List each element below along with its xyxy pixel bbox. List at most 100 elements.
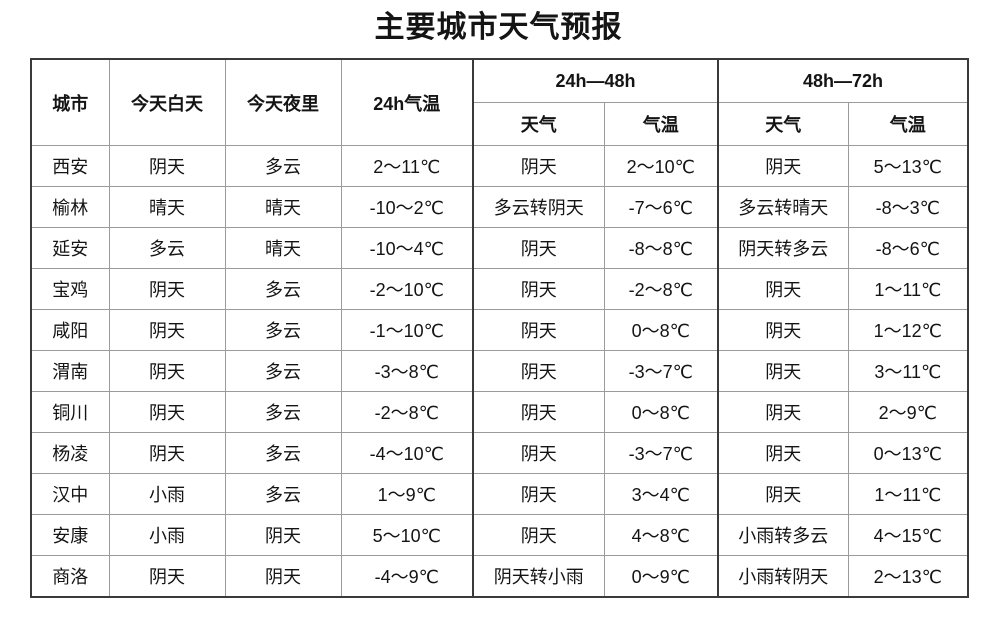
cell-weather-24-48: 阴天 <box>472 309 605 351</box>
cell-city: 杨凌 <box>31 432 110 474</box>
cell-temp-24h: 5～10℃ <box>340 514 474 556</box>
cell-city: 商洛 <box>31 555 110 597</box>
cell-today-night: 多云 <box>224 473 342 515</box>
cell-today-night: 多云 <box>224 432 342 474</box>
weather-forecast-table: 城市 今天白天 今天夜里 24h气温 24h—48h 48h—72h 天气 气温… <box>30 58 970 598</box>
table-row: 宝鸡 阴天 多云 -2～10℃ 阴天 -2～8℃ 阴天 1～11℃ <box>31 268 969 310</box>
column-header-temp-24h: 24h气温 <box>340 59 474 146</box>
cell-today-day: 阴天 <box>108 350 226 392</box>
cell-temp-24-48: 0～9℃ <box>603 555 719 597</box>
cell-weather-24-48: 阴天 <box>472 432 605 474</box>
cell-today-day: 阴天 <box>108 309 226 351</box>
cell-weather-48-72: 阴天 <box>717 145 849 187</box>
table-row: 安康 小雨 阴天 5～10℃ 阴天 4～8℃ 小雨转多云 4～15℃ <box>31 514 969 556</box>
column-group-header-48-72: 48h—72h <box>717 59 969 103</box>
cell-weather-24-48: 阴天 <box>472 268 605 310</box>
cell-temp-24-48: 4～8℃ <box>603 514 719 556</box>
cell-city: 安康 <box>31 514 110 556</box>
table-row: 延安 多云 晴天 -10～4℃ 阴天 -8～8℃ 阴天转多云 -8～6℃ <box>31 227 969 269</box>
cell-temp-48-72: 1～11℃ <box>847 473 969 515</box>
cell-weather-24-48: 阴天转小雨 <box>472 555 605 597</box>
cell-temp-24h: -4～10℃ <box>340 432 474 474</box>
cell-weather-24-48: 多云转阴天 <box>472 186 605 228</box>
cell-city: 延安 <box>31 227 110 269</box>
table-row: 西安 阴天 多云 2～11℃ 阴天 2～10℃ 阴天 5～13℃ <box>31 145 969 187</box>
cell-weather-48-72: 阴天 <box>717 473 849 515</box>
table-body: 西安 阴天 多云 2～11℃ 阴天 2～10℃ 阴天 5～13℃ 榆林 晴天 晴天 -10～2℃ 多云转… <box>31 145 969 597</box>
cell-weather-24-48: 阴天 <box>472 145 605 187</box>
cell-today-night: 晴天 <box>224 227 342 269</box>
cell-city: 宝鸡 <box>31 268 110 310</box>
cell-temp-24h: 1～9℃ <box>340 473 474 515</box>
cell-temp-24-48: 0～8℃ <box>603 309 719 351</box>
cell-temp-24-48: 3～4℃ <box>603 473 719 515</box>
cell-weather-24-48: 阴天 <box>472 350 605 392</box>
cell-temp-24-48: -2～8℃ <box>603 268 719 310</box>
cell-temp-24-48: 0～8℃ <box>603 391 719 433</box>
cell-today-night: 多云 <box>224 309 342 351</box>
cell-city: 西安 <box>31 145 110 187</box>
cell-weather-48-72: 阴天 <box>717 391 849 433</box>
cell-temp-24-48: -3～7℃ <box>603 350 719 392</box>
page-title: 主要城市天气预报 <box>374 11 623 44</box>
cell-today-day: 阴天 <box>108 268 226 310</box>
cell-temp-24h: -1～10℃ <box>340 309 474 351</box>
cell-city: 渭南 <box>31 350 110 392</box>
cell-today-day: 小雨 <box>108 514 226 556</box>
column-header-today-day: 今天白天 <box>108 59 226 146</box>
cell-today-day: 晴天 <box>108 186 226 228</box>
table-header-row-groups: 城市 今天白天 今天夜里 24h气温 24h—48h 48h—72h <box>31 59 969 146</box>
cell-temp-24h: -10～4℃ <box>340 227 474 269</box>
cell-weather-48-72: 阴天 <box>717 309 849 351</box>
cell-weather-24-48: 阴天 <box>472 473 605 515</box>
cell-temp-24h: -10～2℃ <box>340 186 474 228</box>
cell-temp-48-72: 3～11℃ <box>847 350 969 392</box>
cell-today-night: 晴天 <box>224 186 342 228</box>
cell-weather-48-72: 阴天 <box>717 268 849 310</box>
cell-temp-48-72: 1～11℃ <box>847 268 969 310</box>
cell-weather-48-72: 小雨转多云 <box>717 514 849 556</box>
cell-temp-48-72: -8～3℃ <box>847 186 969 228</box>
table-row: 汉中 小雨 多云 1～9℃ 阴天 3～4℃ 阴天 1～11℃ <box>31 473 969 515</box>
cell-weather-48-72: 阴天 <box>717 432 849 474</box>
cell-temp-24h: -2～8℃ <box>340 391 474 433</box>
cell-today-night: 阴天 <box>224 555 342 597</box>
cell-city: 榆林 <box>31 186 110 228</box>
cell-weather-48-72: 阴天转多云 <box>717 227 849 269</box>
table-row: 渭南 阴天 多云 -3～8℃ 阴天 -3～7℃ 阴天 3～11℃ <box>31 350 969 392</box>
cell-weather-48-72: 阴天 <box>717 350 849 392</box>
column-header-city: 城市 <box>31 59 110 146</box>
cell-today-day: 阴天 <box>108 555 226 597</box>
cell-temp-24-48: -3～7℃ <box>603 432 719 474</box>
column-header-weather-48-72: 天气 <box>717 102 849 146</box>
table-row: 铜川 阴天 多云 -2～8℃ 阴天 0～8℃ 阴天 2～9℃ <box>31 391 969 433</box>
column-header-today-night: 今天夜里 <box>224 59 342 146</box>
cell-temp-48-72: 4～15℃ <box>847 514 969 556</box>
cell-today-day: 小雨 <box>108 473 226 515</box>
cell-temp-48-72: 0～13℃ <box>847 432 969 474</box>
cell-temp-48-72: -8～6℃ <box>847 227 969 269</box>
cell-weather-24-48: 阴天 <box>472 514 605 556</box>
cell-temp-24h: -4～9℃ <box>340 555 474 597</box>
cell-temp-48-72: 2～13℃ <box>847 555 969 597</box>
cell-temp-48-72: 2～9℃ <box>847 391 969 433</box>
column-header-weather-24-48: 天气 <box>472 102 605 146</box>
cell-weather-24-48: 阴天 <box>472 227 605 269</box>
cell-today-day: 阴天 <box>108 391 226 433</box>
cell-today-day: 多云 <box>108 227 226 269</box>
cell-weather-48-72: 小雨转阴天 <box>717 555 849 597</box>
cell-temp-48-72: 1～12℃ <box>847 309 969 351</box>
cell-weather-24-48: 阴天 <box>472 391 605 433</box>
table-row: 榆林 晴天 晴天 -10～2℃ 多云转阴天 -7～6℃ 多云转晴天 -8～3℃ <box>31 186 969 228</box>
cell-today-day: 阴天 <box>108 145 226 187</box>
cell-today-night: 多云 <box>224 350 342 392</box>
forecast-table-wrapper: 城市 今天白天 今天夜里 24h气温 24h—48h 48h—72h 天气 气温… <box>0 58 997 598</box>
cell-temp-24-48: -7～6℃ <box>603 186 719 228</box>
cell-temp-48-72: 5～13℃ <box>847 145 969 187</box>
cell-temp-24h: -2～10℃ <box>340 268 474 310</box>
table-row: 商洛 阴天 阴天 -4～9℃ 阴天转小雨 0～9℃ 小雨转阴天 2～13℃ <box>31 555 969 597</box>
cell-city: 铜川 <box>31 391 110 433</box>
cell-temp-24h: -3～8℃ <box>340 350 474 392</box>
cell-today-night: 多云 <box>224 268 342 310</box>
